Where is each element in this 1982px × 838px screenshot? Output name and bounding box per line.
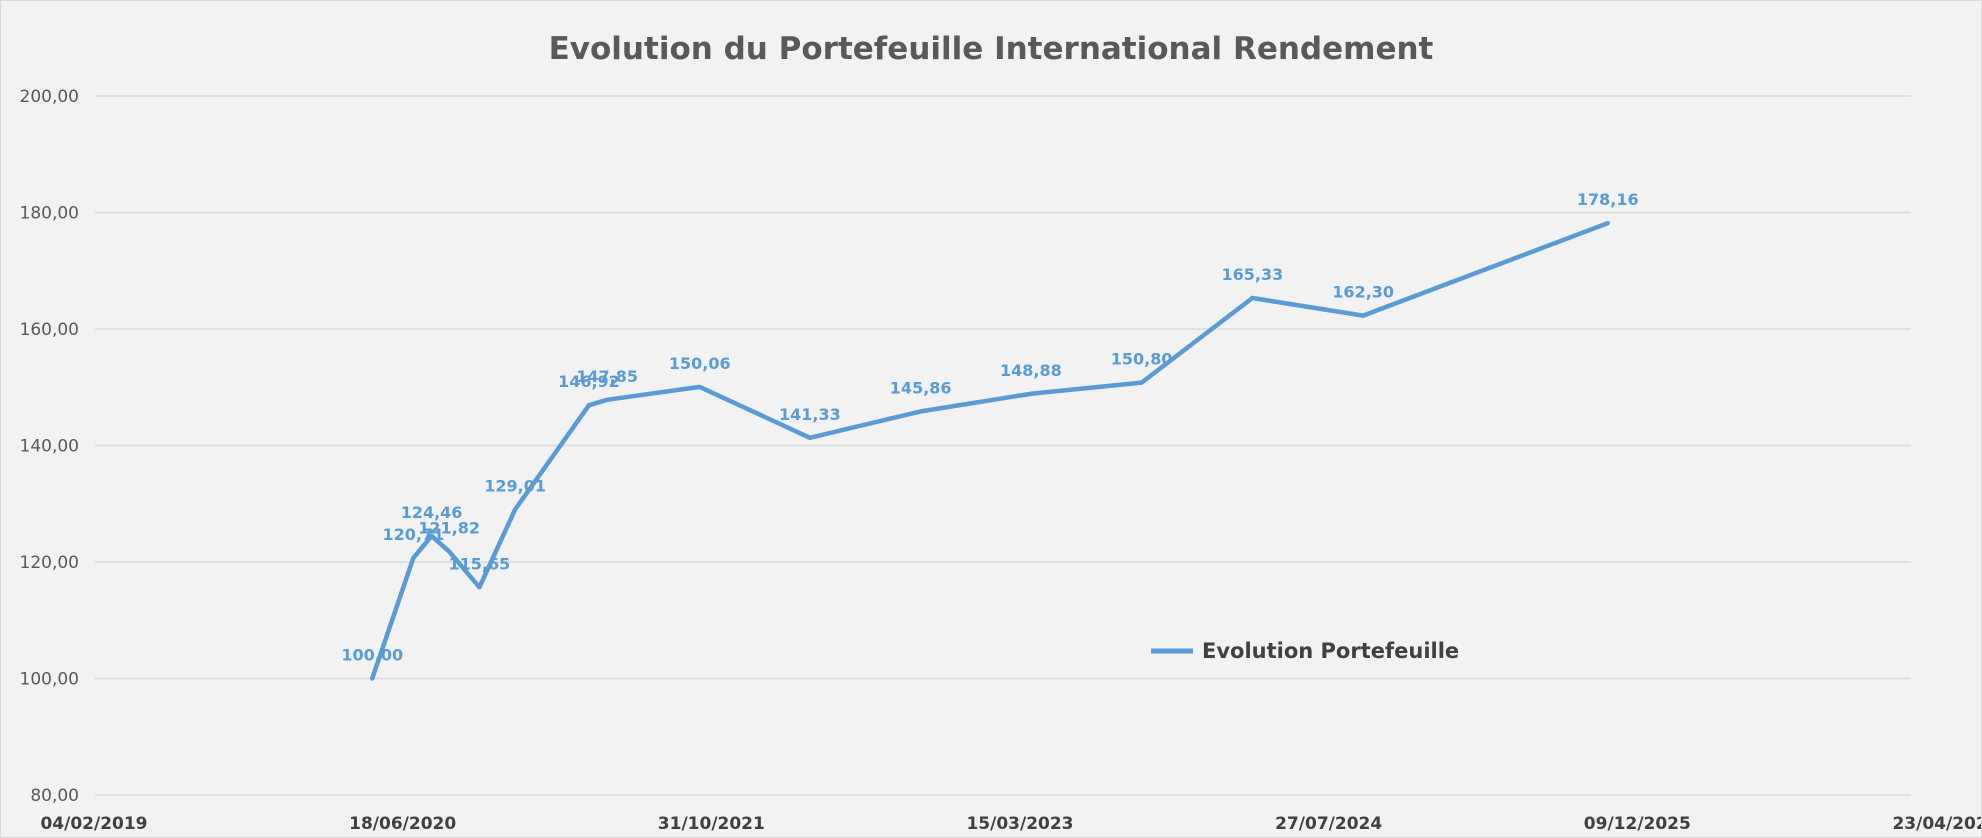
data-label: 148,88: [1000, 361, 1062, 380]
data-label: 124,46: [401, 503, 463, 522]
data-label: 150,06: [669, 354, 731, 373]
data-label: 145,86: [890, 378, 952, 397]
y-tick-label: 80,00: [30, 786, 79, 806]
y-tick-label: 160,00: [20, 320, 79, 340]
y-tick-label: 100,00: [20, 670, 79, 690]
legend: Evolution Portefeuille: [1151, 639, 1459, 663]
data-label: 129,01: [484, 477, 546, 496]
data-label: 121,82: [418, 518, 480, 537]
y-axis-ticks: 80,00 100,00 120,00 140,00 160,00 180,00 200,0…: [20, 87, 79, 806]
x-tick-label: 18/06/2020: [349, 814, 456, 834]
x-tick-label: 09/12/2025: [1584, 814, 1691, 834]
data-label: 100,00: [341, 646, 403, 665]
data-label: 141,33: [779, 405, 841, 424]
x-axis-ticks: 04/02/2019 18/06/2020 31/10/2021 15/03/2023…: [40, 814, 1981, 834]
series-line: [369, 220, 1610, 681]
data-label: 162,30: [1332, 283, 1394, 302]
x-tick-label: 23/04/2027: [1892, 814, 1981, 834]
data-label: 150,80: [1111, 350, 1173, 369]
x-tick-label: 31/10/2021: [658, 814, 765, 834]
chart-title: Evolution du Portefeuille International …: [548, 31, 1434, 67]
y-tick-label: 140,00: [20, 437, 79, 457]
data-label: 165,33: [1222, 265, 1284, 284]
y-tick-label: 120,00: [20, 553, 79, 573]
legend-label: Evolution Portefeuille: [1202, 639, 1459, 663]
data-label: 147,85: [576, 367, 638, 386]
x-tick-label: 15/03/2023: [966, 814, 1073, 834]
x-tick-label: 04/02/2019: [40, 814, 147, 834]
y-tick-label: 200,00: [20, 87, 79, 107]
data-label: 115,65: [449, 554, 511, 573]
gridlines: [95, 95, 1911, 796]
series: [369, 220, 1610, 681]
data-label: 178,16: [1577, 190, 1639, 209]
data-label: 146,92: [558, 372, 620, 391]
x-tick-label: 27/07/2024: [1275, 814, 1382, 834]
y-tick-label: 180,00: [20, 204, 79, 224]
data-label: 120,71: [383, 525, 445, 544]
